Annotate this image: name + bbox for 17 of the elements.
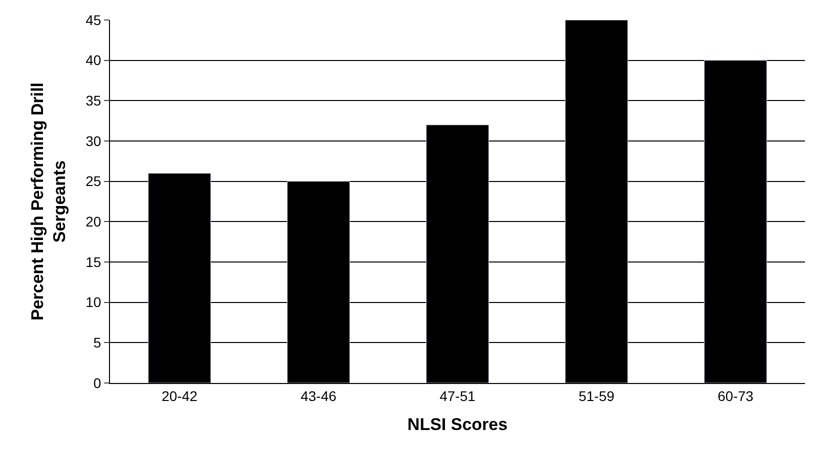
y-tick-label: 0 [93, 374, 102, 391]
x-tick-label: 47-51 [440, 388, 476, 404]
y-tick-label: 45 [86, 12, 102, 28]
y-tick-label: 5 [93, 334, 102, 351]
y-tick-label: 25 [86, 173, 102, 190]
y-tick-label: 30 [86, 132, 102, 149]
x-tick-label: 20-42 [162, 388, 198, 404]
y-tick-label: 40 [86, 52, 102, 68]
y-tick-label: 20 [86, 214, 102, 230]
y-tick-label: 35 [86, 92, 102, 109]
x-tick-label: 60-73 [718, 388, 754, 404]
y-tick-label: 15 [86, 254, 102, 270]
y-axis-title: Percent High Performing Drill Sergeants [28, 82, 70, 321]
y-tick-label: 10 [86, 294, 102, 310]
x-tick-label: 51-59 [578, 388, 615, 404]
x-tick-label: 43-46 [300, 388, 337, 404]
x-axis-title: NLSI Scores [407, 415, 508, 434]
